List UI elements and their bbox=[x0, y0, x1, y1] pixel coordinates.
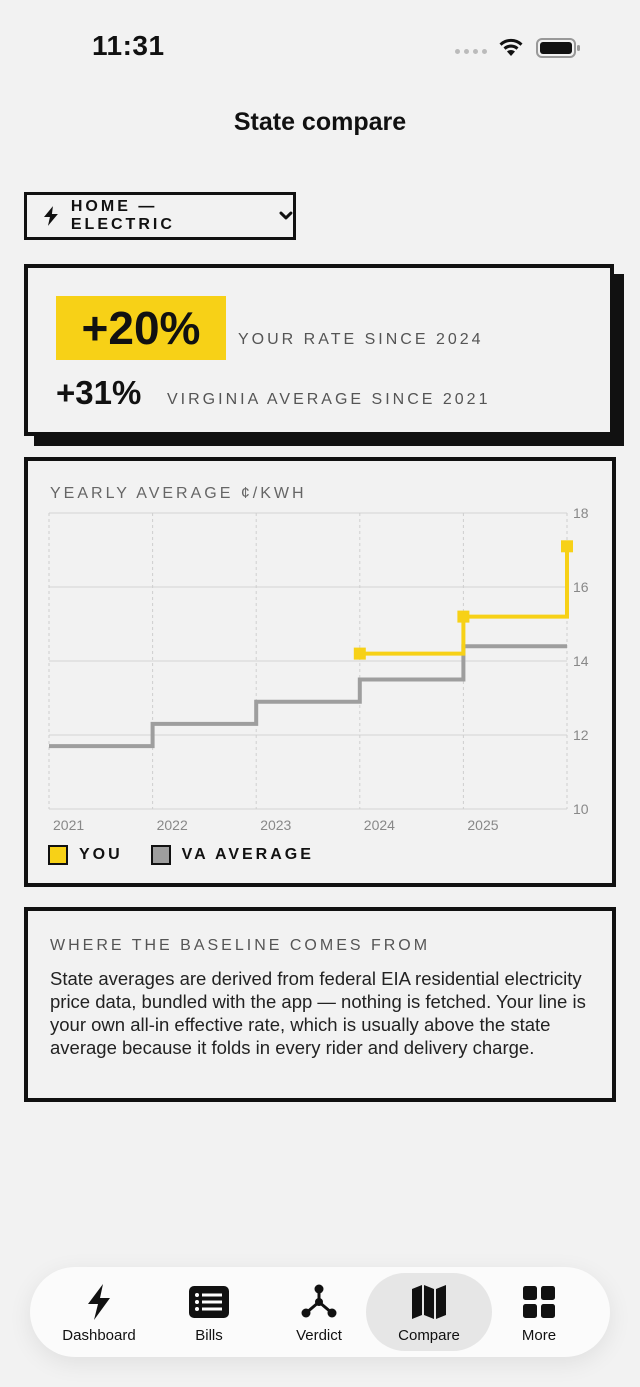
cellular-signal-icon bbox=[455, 49, 487, 54]
tab-bills[interactable]: Bills bbox=[154, 1267, 264, 1357]
account-selector[interactable]: HOME — ELECTRIC bbox=[24, 192, 296, 240]
x-tick-label-2022: 2022 bbox=[157, 817, 188, 833]
status-bar: 11:31 bbox=[0, 0, 640, 96]
page-title: State compare bbox=[233, 108, 407, 136]
chart-legend: YOU VA AVERAGE bbox=[48, 845, 342, 865]
legend-item-va-average: VA AVERAGE bbox=[150, 845, 314, 865]
tab-more[interactable]: More bbox=[484, 1267, 594, 1357]
x-tick-label-2023: 2023 bbox=[260, 817, 291, 833]
tab-label-compare: Compare bbox=[398, 1327, 460, 1344]
legend-label-you: YOU bbox=[79, 846, 123, 863]
data-point-you-1 bbox=[457, 610, 470, 623]
info-body: State averages are derived from federal … bbox=[50, 968, 586, 1058]
legend-item-you: YOU bbox=[48, 845, 123, 865]
bolt-icon bbox=[43, 206, 58, 226]
map-icon bbox=[412, 1285, 446, 1319]
nodes-icon bbox=[301, 1284, 337, 1318]
x-tick-label-2024: 2024 bbox=[364, 817, 395, 833]
chevron-down-icon bbox=[279, 211, 293, 220]
rate-summary-card: +20% YOUR RATE SINCE 2024 +31% VIRGINIA … bbox=[24, 264, 614, 436]
y-tick-label-16: 16 bbox=[573, 579, 589, 595]
legend-swatch-you bbox=[48, 845, 68, 865]
battery-icon bbox=[536, 38, 580, 58]
selector-label: HOME — ELECTRIC bbox=[70, 198, 175, 233]
status-time: 11:31 bbox=[92, 30, 165, 61]
your-rate-caption: YOUR RATE SINCE 2024 bbox=[238, 331, 484, 348]
x-tick-label-2021: 2021 bbox=[53, 817, 84, 833]
your-rate-change: +20% bbox=[56, 296, 226, 360]
y-tick-label-18: 18 bbox=[573, 505, 589, 521]
chart-title: YEARLY AVERAGE ¢/KWH bbox=[50, 485, 307, 502]
grid-icon bbox=[523, 1286, 555, 1318]
yearly-average-chart-card: YEARLY AVERAGE ¢/KWH 10 12 14 16 18 2021 2022 2… bbox=[24, 457, 616, 887]
tab-label-bills: Bills bbox=[195, 1327, 223, 1344]
baseline-info-card: WHERE THE BASELINE COMES FROM State aver… bbox=[24, 907, 616, 1102]
legend-label-va-average: VA AVERAGE bbox=[181, 846, 314, 863]
tab-dashboard[interactable]: Dashboard bbox=[44, 1267, 154, 1357]
bolt-icon bbox=[88, 1284, 110, 1320]
y-tick-label-14: 14 bbox=[573, 653, 589, 669]
data-point-you-0 bbox=[353, 647, 366, 660]
list-icon bbox=[189, 1286, 229, 1318]
tab-label-dashboard: Dashboard bbox=[62, 1327, 136, 1344]
state-rate-change: +31% bbox=[56, 374, 142, 411]
tab-compare[interactable]: Compare bbox=[366, 1273, 492, 1351]
rate-chart: 10 12 14 16 18 2021 2022 2023 2024 2025 bbox=[48, 505, 589, 833]
info-heading: WHERE THE BASELINE COMES FROM bbox=[50, 937, 431, 954]
tab-verdict[interactable]: Verdict bbox=[264, 1267, 374, 1357]
tab-label-verdict: Verdict bbox=[296, 1327, 342, 1344]
wifi-icon bbox=[499, 38, 523, 56]
x-tick-label-2025: 2025 bbox=[467, 817, 498, 833]
legend-swatch-va-average bbox=[150, 845, 171, 865]
state-rate-caption: VIRGINIA AVERAGE SINCE 2021 bbox=[167, 391, 491, 408]
y-tick-label-10: 10 bbox=[573, 801, 589, 817]
tab-label-more: More bbox=[521, 1327, 557, 1344]
tab-bar: Dashboard Bills Verdict Compare More bbox=[30, 1267, 610, 1357]
data-point-you-2 bbox=[561, 540, 573, 553]
series-line-va-average bbox=[49, 644, 567, 749]
y-tick-label-12: 12 bbox=[573, 727, 589, 743]
